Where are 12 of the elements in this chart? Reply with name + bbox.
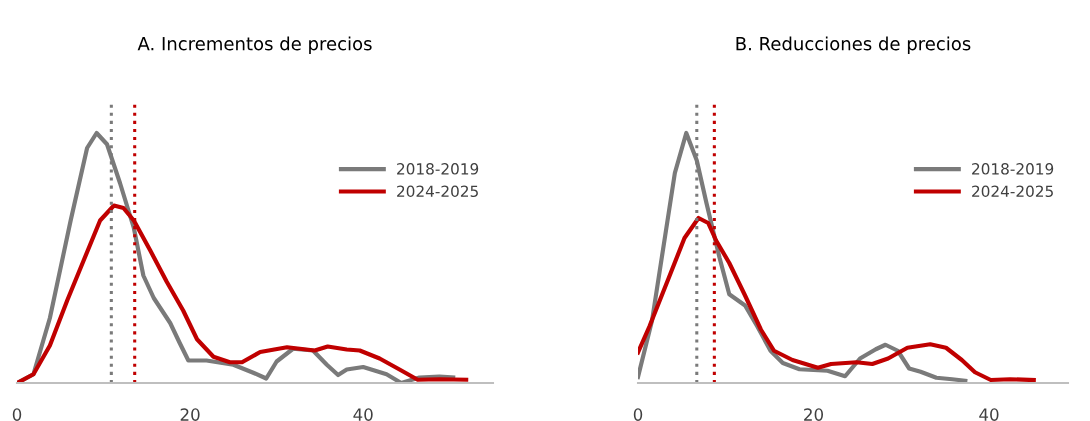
x-tick-label: 0 (12, 408, 22, 421)
chart-title: B. Reducciones de precios (736, 36, 971, 54)
legend-label: 2018-2019 (397, 163, 479, 175)
legend-label: 2018-2019 (972, 163, 1054, 175)
x-tick-label: 40 (353, 408, 373, 421)
x-tick-label: 0 (633, 408, 643, 421)
legend-label: 2024-2025 (972, 185, 1053, 198)
x-tick-label: 40 (979, 408, 999, 421)
x-tick-label: 20 (804, 408, 824, 421)
x-tick-label: 20 (180, 408, 200, 421)
legend-label: 2024-2025 (397, 185, 478, 198)
chart-title: A. Incrementos de precios (137, 36, 372, 54)
